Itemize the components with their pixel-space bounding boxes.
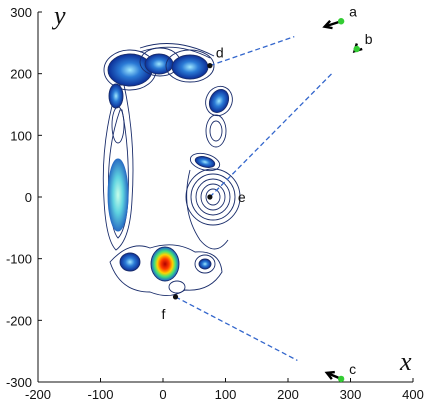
arrow-label-b: b [365, 31, 373, 47]
dashed-link-f [175, 296, 298, 361]
y-tick-label: 200 [10, 67, 32, 82]
arrow-label-c: c [349, 361, 356, 377]
dashed-link-d [209, 36, 295, 67]
marked-point-e [207, 194, 213, 200]
arrow-label-a: a [349, 3, 357, 19]
marked-point-label-d: d [216, 45, 224, 61]
contour-blob-top-middle [139, 43, 215, 83]
marked-point-label-f: f [162, 306, 166, 322]
contour-blob-right-circle [185, 168, 241, 250]
arrow-origin-a [337, 18, 345, 25]
contour-blob-bottom-hot [109, 244, 223, 296]
arrow-origin-c [337, 375, 345, 383]
contour-plot [102, 43, 241, 296]
y-axis-label: y [51, 1, 66, 30]
y-tick-label: -300 [6, 375, 32, 390]
y-tick-label: 0 [25, 190, 32, 205]
dashed-link-e [209, 73, 333, 198]
y-tick-label: 100 [10, 128, 32, 143]
x-tick-label: 400 [402, 387, 424, 402]
arrow-origin-b [353, 45, 360, 53]
x-tick-label: -200 [25, 387, 51, 402]
y-tick-label: -100 [6, 252, 32, 267]
contour-blob-right-upper [189, 85, 233, 172]
marked-point-label-e: e [238, 189, 246, 205]
x-axis-label: x [399, 347, 412, 376]
arrow-head-c [324, 370, 335, 380]
x-tick-label: 100 [215, 387, 237, 402]
x-tick-label: 200 [277, 387, 299, 402]
marked-point-d [207, 63, 213, 69]
y-tick-label: 300 [10, 5, 32, 20]
x-tick-label: 0 [159, 387, 166, 402]
x-tick-label: -100 [87, 387, 113, 402]
marked-point-f [172, 294, 179, 300]
x-tick-label: 300 [340, 387, 362, 402]
arrow-head-a [322, 20, 333, 30]
contour-blob-left-column [102, 83, 134, 251]
y-tick-label: -200 [6, 313, 32, 328]
